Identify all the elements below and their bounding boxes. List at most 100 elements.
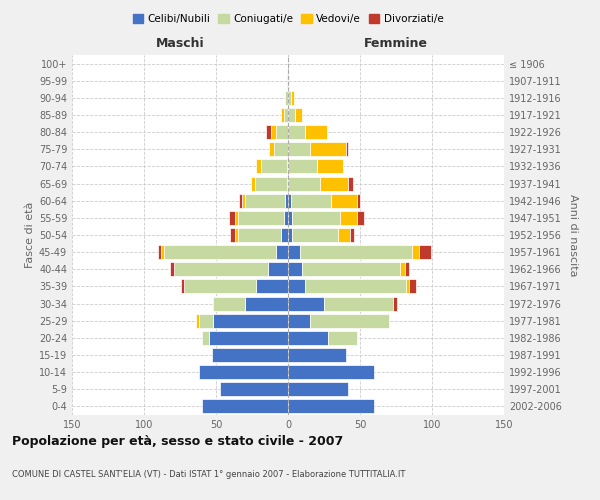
Bar	[288, 91, 291, 105]
Bar	[288, 142, 310, 156]
Bar	[196, 314, 199, 328]
Bar	[288, 365, 374, 379]
Text: COMUNE DI CASTEL SANT'ELIA (VT) - Dati ISTAT 1° gennaio 2007 - Elaborazione TUTT: COMUNE DI CASTEL SANT'ELIA (VT) - Dati I…	[12, 470, 406, 479]
Bar	[285, 194, 288, 207]
Bar	[288, 74, 289, 88]
Bar	[288, 108, 295, 122]
Bar	[357, 194, 360, 207]
Bar	[235, 228, 238, 242]
Bar	[212, 348, 288, 362]
Bar	[292, 211, 340, 225]
Bar	[158, 245, 161, 259]
Bar	[256, 280, 288, 293]
Legend: Celibi/Nubili, Coniugati/e, Vedovi/e, Divorziati/e: Celibi/Nubili, Coniugati/e, Vedovi/e, Di…	[128, 10, 448, 29]
Bar	[400, 262, 404, 276]
Bar	[288, 382, 349, 396]
Bar	[287, 160, 288, 173]
Bar	[202, 400, 288, 413]
Bar	[393, 296, 397, 310]
Bar	[331, 194, 357, 207]
Bar	[281, 108, 284, 122]
Bar	[245, 194, 285, 207]
Bar	[288, 176, 320, 190]
Bar	[346, 142, 349, 156]
Bar	[288, 314, 310, 328]
Bar	[288, 211, 292, 225]
Bar	[161, 245, 164, 259]
Bar	[213, 296, 245, 310]
Bar	[281, 228, 288, 242]
Bar	[238, 228, 281, 242]
Bar	[245, 296, 288, 310]
Bar	[251, 176, 255, 190]
Bar	[288, 348, 346, 362]
Bar	[288, 160, 317, 173]
Bar	[220, 382, 288, 396]
Bar	[287, 176, 288, 190]
Bar	[266, 125, 271, 139]
Bar	[170, 262, 174, 276]
Bar	[305, 280, 406, 293]
Bar	[274, 142, 288, 156]
Bar	[181, 280, 184, 293]
Bar	[302, 262, 400, 276]
Bar	[288, 228, 292, 242]
Bar	[213, 314, 288, 328]
Bar	[229, 211, 235, 225]
Bar	[174, 262, 268, 276]
Bar	[284, 108, 288, 122]
Bar	[288, 280, 305, 293]
Bar	[320, 176, 349, 190]
Bar	[291, 91, 294, 105]
Bar	[238, 211, 284, 225]
Bar	[209, 331, 288, 345]
Bar	[288, 331, 328, 345]
Text: Popolazione per età, sesso e stato civile - 2007: Popolazione per età, sesso e stato civil…	[12, 435, 343, 448]
Bar	[235, 211, 238, 225]
Bar	[305, 125, 327, 139]
Bar	[284, 211, 288, 225]
Bar	[230, 228, 235, 242]
Bar	[256, 160, 260, 173]
Bar	[199, 314, 213, 328]
Bar	[350, 228, 354, 242]
Bar	[288, 125, 305, 139]
Bar	[299, 245, 412, 259]
Bar	[310, 142, 346, 156]
Bar	[324, 296, 393, 310]
Bar	[292, 228, 338, 242]
Bar	[349, 176, 353, 190]
Bar	[406, 280, 409, 293]
Bar	[277, 245, 288, 259]
Text: Femmine: Femmine	[364, 37, 428, 50]
Bar	[242, 194, 245, 207]
Bar	[271, 125, 277, 139]
Bar	[260, 160, 287, 173]
Bar	[268, 262, 288, 276]
Bar	[255, 176, 287, 190]
Bar	[288, 400, 374, 413]
Bar	[269, 142, 274, 156]
Bar	[288, 296, 324, 310]
Bar	[419, 245, 431, 259]
Bar	[288, 245, 299, 259]
Bar	[357, 211, 364, 225]
Bar	[288, 262, 302, 276]
Bar	[295, 108, 302, 122]
Bar	[291, 194, 331, 207]
Y-axis label: Anni di nascita: Anni di nascita	[568, 194, 578, 276]
Bar	[317, 160, 343, 173]
Bar	[288, 194, 291, 207]
Bar	[338, 228, 350, 242]
Bar	[404, 262, 409, 276]
Bar	[328, 331, 357, 345]
Bar	[340, 211, 357, 225]
Bar	[310, 314, 389, 328]
Bar	[412, 245, 419, 259]
Bar	[285, 91, 288, 105]
Bar	[184, 280, 256, 293]
Bar	[202, 331, 209, 345]
Bar	[239, 194, 242, 207]
Bar	[287, 74, 288, 88]
Bar	[409, 280, 416, 293]
